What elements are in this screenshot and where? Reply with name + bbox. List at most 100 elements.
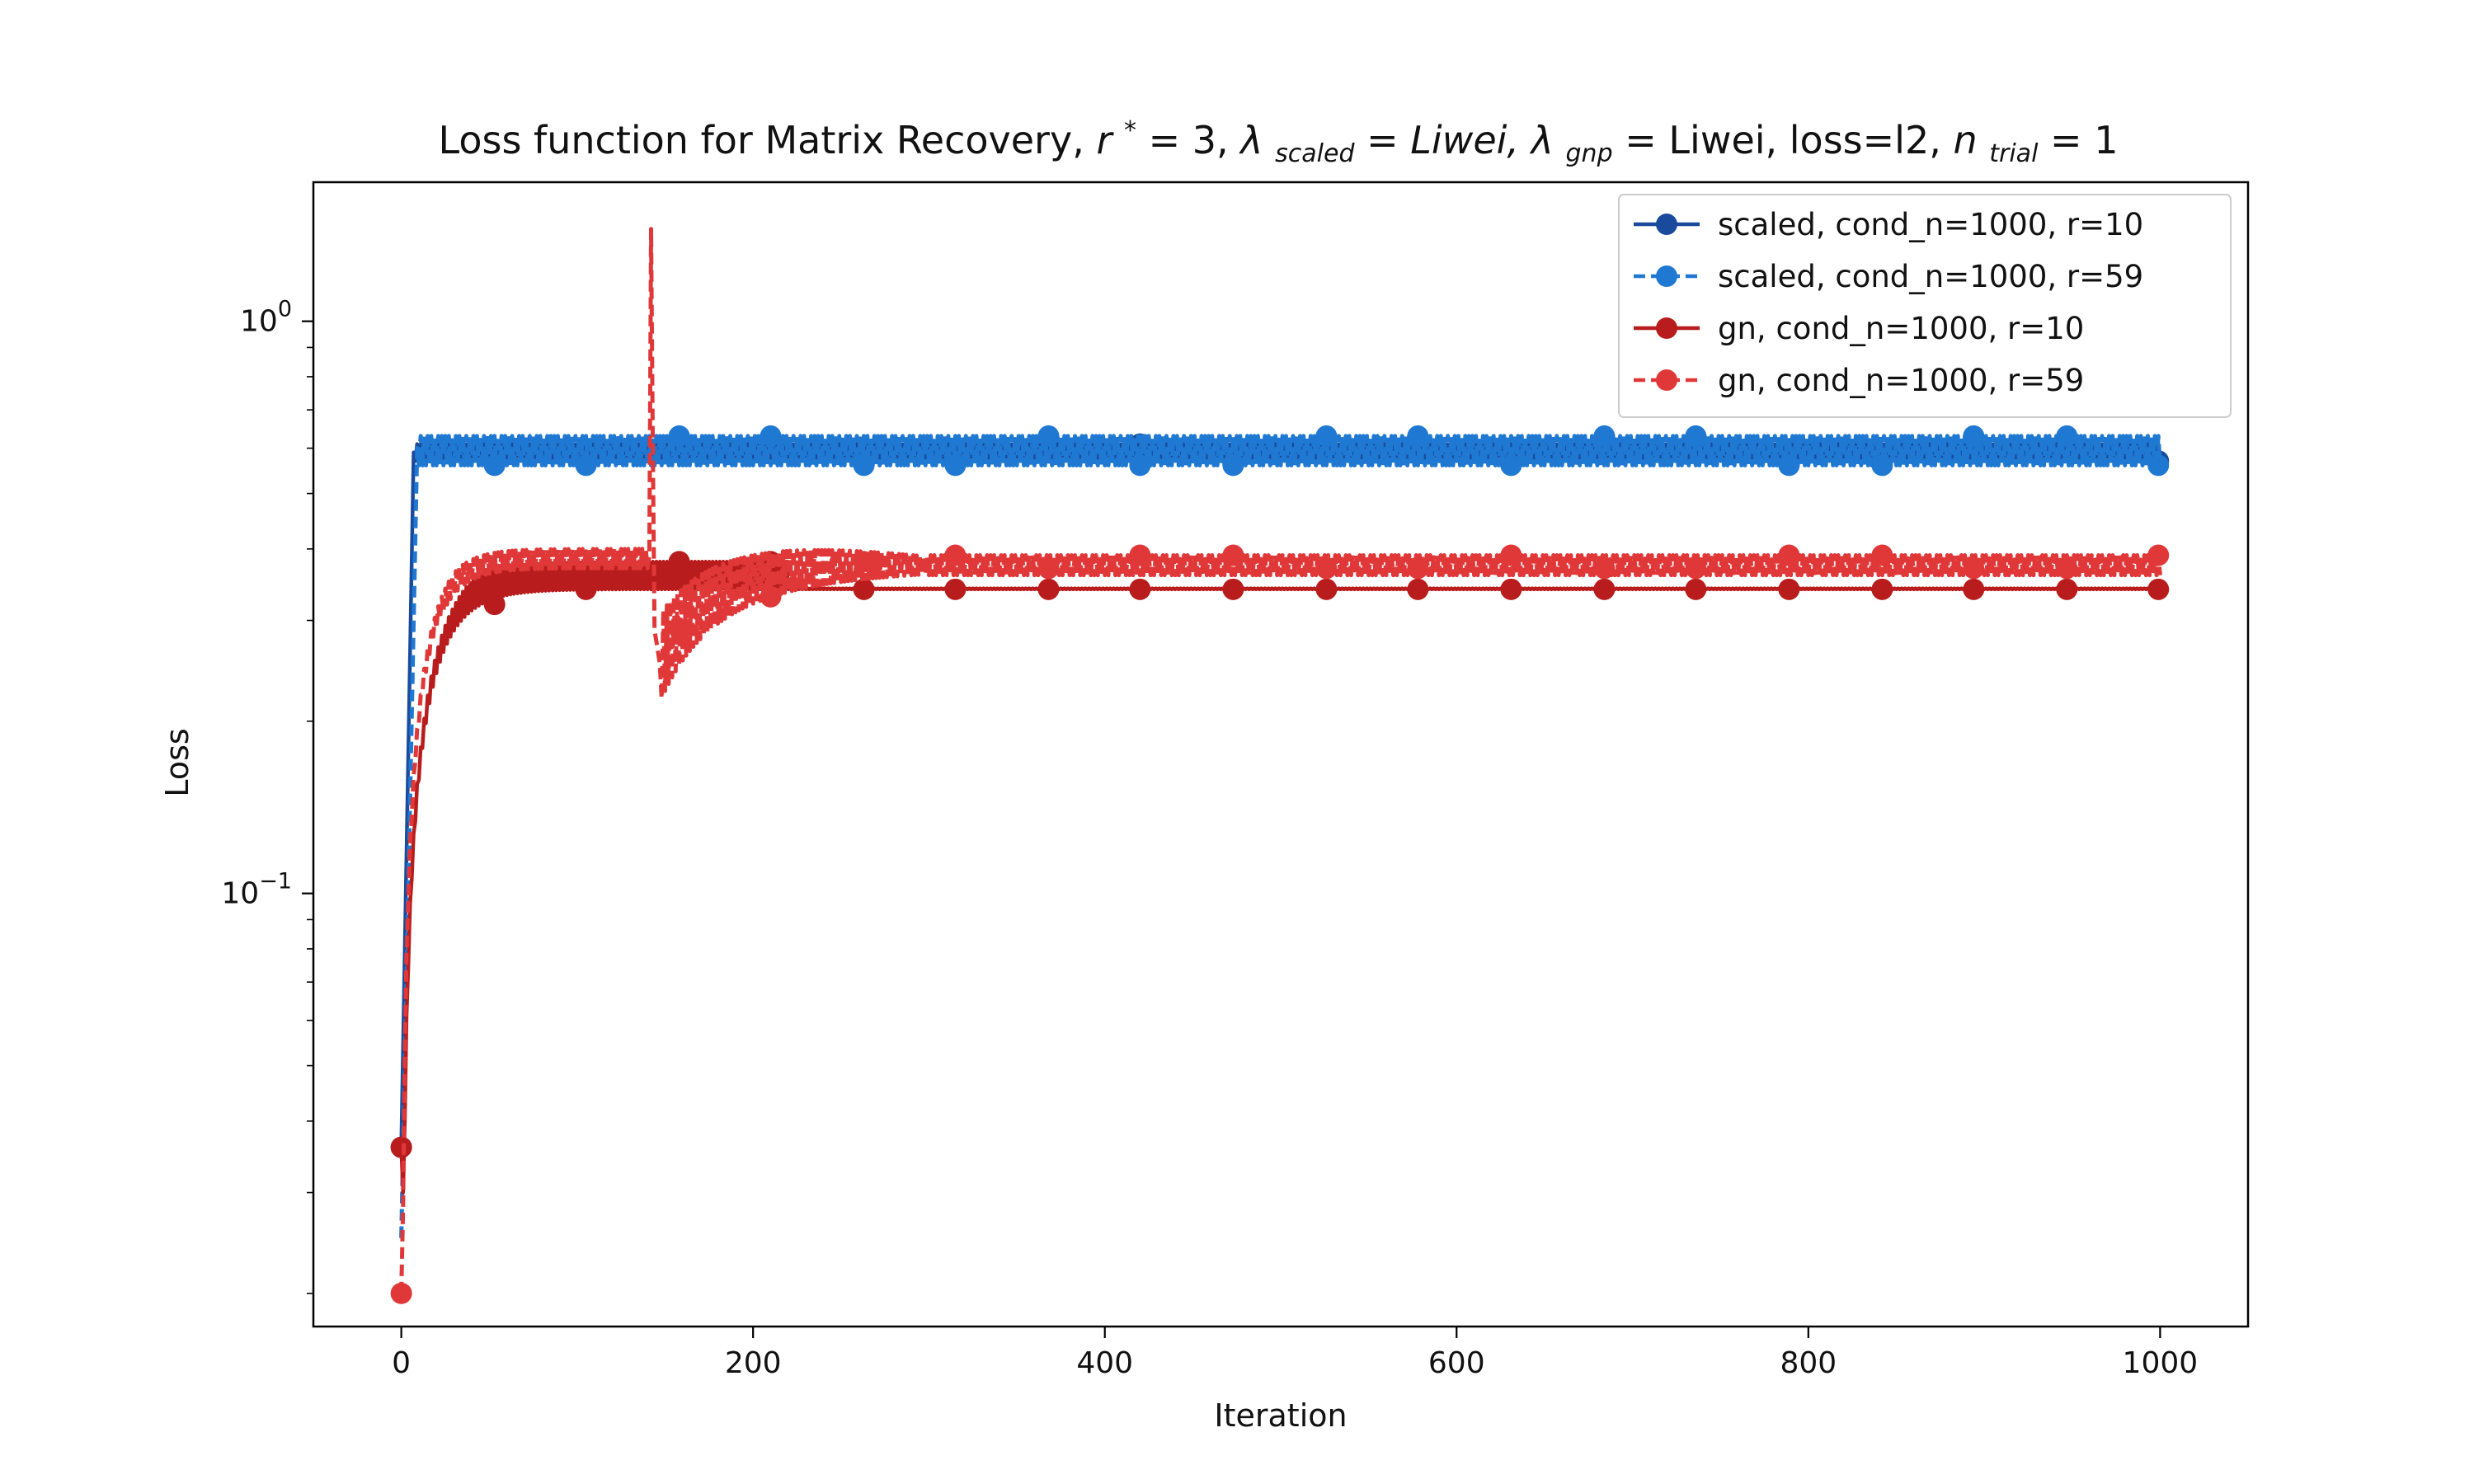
series-line — [399, 227, 2162, 1294]
series-marker — [668, 425, 690, 447]
y-tick-base: 10 — [240, 305, 278, 339]
y-axis-label: Loss — [159, 728, 195, 796]
x-tick-label: 400 — [1076, 1346, 1133, 1380]
legend-marker — [1656, 265, 1677, 287]
series-marker — [1315, 578, 1338, 600]
series-2 — [399, 425, 2170, 1238]
series-marker — [1500, 454, 1522, 477]
x-tick-label: 800 — [1780, 1346, 1837, 1380]
legend-marker — [1656, 369, 1677, 391]
y-tick-label: 100 — [240, 297, 292, 339]
series-marker — [2056, 425, 2078, 447]
series-marker — [1129, 454, 1151, 477]
series-3 — [390, 551, 2170, 1195]
series-marker — [1685, 557, 1707, 580]
series-marker — [1037, 578, 1060, 600]
chart-title: Loss function for Matrix Recovery, r * =… — [439, 103, 2119, 171]
series-marker — [1222, 544, 1244, 566]
series-marker — [1129, 544, 1151, 566]
series-1 — [390, 433, 2170, 1158]
series-marker — [1593, 578, 1616, 600]
title-scaled-sub: scaled — [1275, 139, 1355, 168]
series-marker — [2147, 454, 2170, 477]
series-marker — [1778, 544, 1800, 566]
series-marker — [390, 1282, 412, 1304]
series-marker — [1871, 578, 1893, 600]
title-gnp-value: = Liwei, loss=l2, — [1625, 118, 1953, 162]
series-marker — [575, 454, 597, 477]
series-marker — [1407, 425, 1429, 447]
legend: scaled, cond_n=1000, r=10 scaled, cond_n=… — [1618, 194, 2232, 418]
legend-item: gn, cond_n=1000, r=59 — [1634, 363, 2084, 398]
title-scaled-value: = Liwei, — [1366, 118, 1531, 162]
title-prefix: Loss function for Matrix Recovery, — [439, 118, 1097, 162]
series-marker — [483, 594, 506, 616]
series-marker — [944, 454, 967, 477]
series-marker — [760, 425, 782, 447]
series-marker — [1407, 557, 1429, 580]
legend-box — [1618, 194, 2232, 418]
series-marker — [853, 551, 875, 573]
series-marker — [1315, 557, 1338, 580]
y-tick-base: 10 — [221, 877, 259, 911]
legend-label: gn, cond_n=1000, r=59 — [1718, 363, 2084, 398]
series-line — [399, 560, 2161, 1195]
series-marker — [668, 618, 690, 640]
series-line — [399, 442, 2162, 1148]
series-marker — [1963, 578, 1985, 600]
series-line — [399, 434, 2162, 1238]
series-marker — [1222, 578, 1244, 600]
series-marker — [853, 454, 875, 477]
y-tick-exponent: −1 — [259, 869, 292, 895]
y-tick-exponent: 0 — [278, 297, 292, 322]
series-marker — [760, 585, 782, 608]
series-marker — [2056, 578, 2078, 600]
legend-label: gn, cond_n=1000, r=10 — [1718, 311, 2084, 346]
series-marker — [483, 454, 506, 477]
series-marker — [1407, 578, 1429, 600]
x-tick-label: 600 — [1428, 1346, 1485, 1380]
series-marker — [1871, 454, 1893, 477]
series-marker — [1315, 425, 1338, 447]
y-tick-label: 10−1 — [221, 869, 292, 911]
legend-item: scaled, cond_n=1000, r=59 — [1634, 259, 2143, 294]
plot-frame — [312, 181, 2250, 1328]
plot-data-layer — [390, 227, 2170, 1304]
series-marker — [575, 578, 597, 600]
series-marker — [1222, 454, 1244, 477]
series-marker — [1685, 578, 1707, 600]
series-marker — [2147, 578, 2170, 600]
x-tick-label: 200 — [725, 1346, 782, 1380]
series-marker — [1685, 425, 1707, 447]
series-marker — [1037, 425, 1060, 447]
series-marker — [944, 578, 967, 600]
series-marker — [2056, 557, 2078, 580]
legend-marker — [1656, 317, 1677, 339]
legend-marker — [1656, 214, 1677, 235]
series-4 — [390, 227, 2170, 1304]
title-trial-sub: trial — [1989, 139, 2039, 168]
title-lambda-gnp: λ — [1529, 118, 1554, 162]
series-marker — [1593, 425, 1616, 447]
series-marker — [1500, 544, 1522, 566]
x-tick-label: 1000 — [2123, 1346, 2199, 1380]
series-marker — [390, 1136, 412, 1158]
x-axis-ticks: 0 200 400 600 800 1000 — [392, 1327, 2198, 1380]
x-tick-label: 0 — [392, 1346, 411, 1380]
series-marker — [1871, 544, 1893, 566]
series-marker — [944, 544, 967, 566]
title-lambda-scaled: λ — [1238, 118, 1263, 162]
series-marker — [668, 551, 690, 573]
series-marker — [1778, 578, 1800, 600]
title-gnp-sub: gnp — [1566, 139, 1613, 168]
series-marker — [1037, 557, 1060, 580]
series-marker — [853, 578, 875, 600]
series-marker — [1593, 557, 1616, 580]
legend-item: gn, cond_n=1000, r=10 — [1634, 311, 2084, 346]
x-axis-label: Iteration — [1214, 1397, 1347, 1434]
series-marker — [1129, 578, 1151, 600]
title-r-sup: * — [1124, 116, 1136, 145]
